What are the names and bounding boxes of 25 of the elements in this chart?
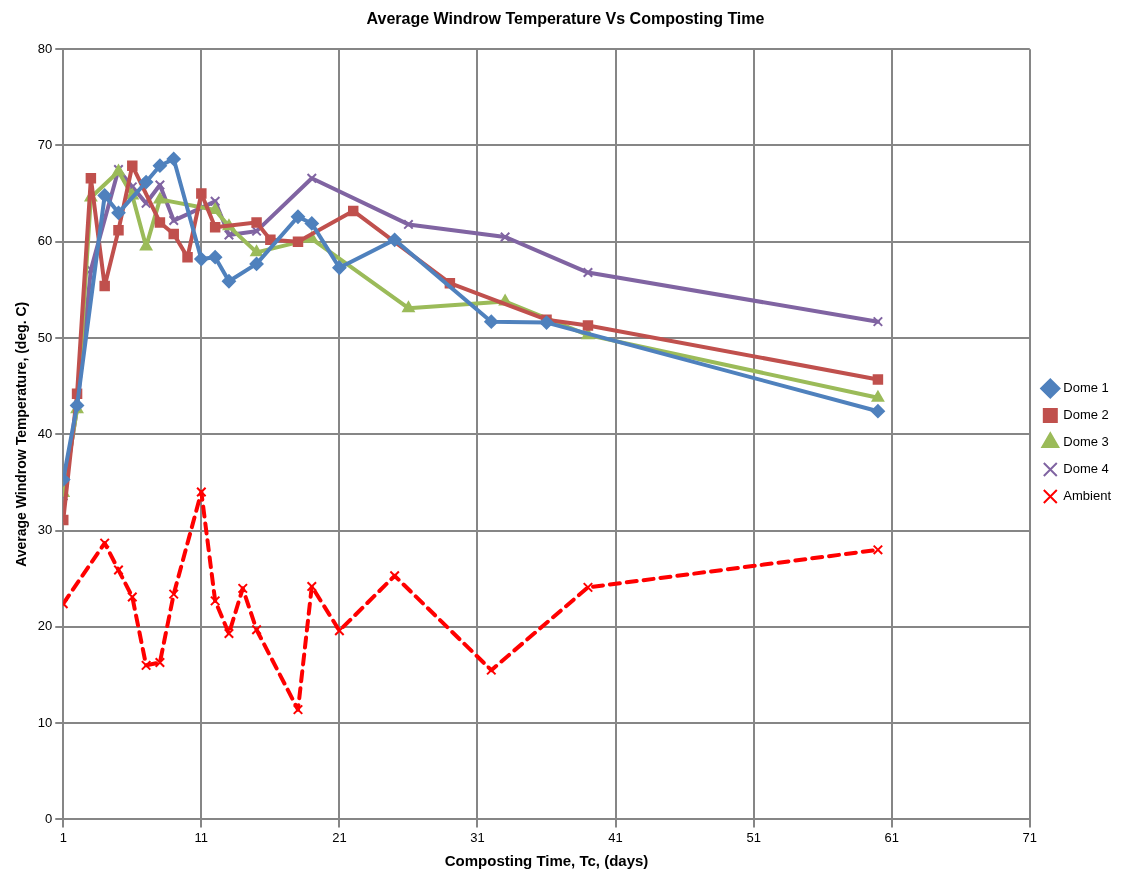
y-tick-label: 10 — [37, 714, 53, 730]
chart-title: Average Windrow Temperature Vs Composting Time — [366, 10, 765, 28]
x-tick-label: 21 — [332, 829, 347, 845]
y-tick-label: 0 — [45, 810, 53, 826]
legend-label: Dome 2 — [1063, 407, 1109, 423]
x-tick-label: 71 — [1022, 829, 1038, 845]
legend-label: Dome 4 — [1063, 461, 1109, 477]
y-tick-label: 50 — [37, 329, 53, 345]
y-tick-label: 60 — [37, 233, 53, 249]
legend-label: Dome 1 — [1063, 380, 1109, 396]
y-tick-label: 70 — [37, 137, 53, 153]
y-axis-title: Average Windrow Temperature, (deg. C) — [13, 301, 30, 567]
legend-label: Ambient — [1063, 488, 1112, 504]
legend-label: Dome 3 — [1063, 434, 1109, 450]
x-tick-label: 1 — [59, 829, 67, 845]
x-axis-title: Composting Time, Tc, (days) — [444, 852, 649, 870]
x-tick-label: 51 — [746, 829, 761, 845]
y-tick-label: 20 — [37, 618, 53, 634]
x-tick-label: 41 — [608, 829, 623, 845]
x-tick-label: 61 — [884, 829, 899, 845]
x-tick-label: 31 — [470, 829, 485, 845]
y-tick-label: 40 — [37, 425, 53, 441]
x-tick-label: 11 — [194, 829, 209, 845]
y-tick-label: 80 — [37, 40, 53, 56]
y-tick-label: 30 — [37, 522, 53, 538]
